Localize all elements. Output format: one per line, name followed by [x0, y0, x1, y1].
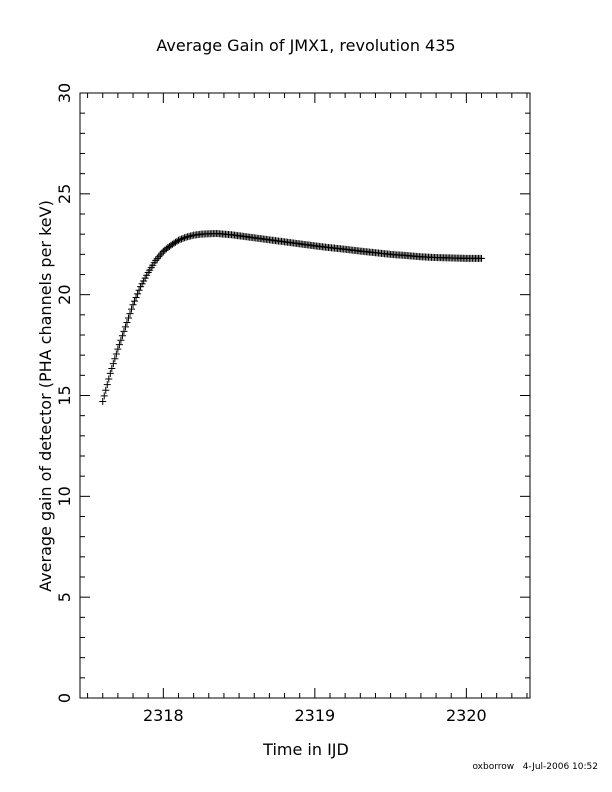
y-tick-label: 0: [55, 693, 74, 703]
y-tick-label: 30: [55, 83, 74, 103]
data-point: [123, 318, 131, 326]
data-point: [103, 381, 111, 389]
data-point: [111, 355, 119, 363]
y-tick-label: 20: [55, 284, 74, 304]
data-point: [108, 364, 116, 372]
data-points: [99, 230, 486, 406]
data-point: [152, 256, 160, 264]
data-point: [117, 336, 125, 344]
data-point: [114, 345, 122, 353]
data-point: [102, 386, 110, 394]
data-point: [178, 235, 186, 243]
data-point: [105, 375, 113, 383]
chart-title: Average Gain of JMX1, revolution 435: [156, 36, 456, 55]
y-tick-label: 10: [55, 486, 74, 506]
data-point: [158, 249, 166, 257]
x-tick-label: 2320: [446, 706, 487, 725]
data-point: [120, 327, 128, 335]
data-point: [121, 323, 129, 331]
data-point: [131, 297, 139, 305]
x-tick-label: 2318: [143, 706, 184, 725]
y-axis-label: Average gain of detector (PHA channels p…: [36, 200, 55, 592]
data-point: [181, 234, 189, 242]
data-point: [174, 236, 182, 244]
data-point: [106, 369, 114, 377]
data-point: [478, 254, 486, 262]
data-point: [128, 305, 136, 313]
plot-frame: [79, 92, 531, 699]
data-point: [173, 237, 181, 245]
y-tick-label: 15: [55, 385, 74, 405]
footer-stamp: oxborrow 4-Jul-2006 10:52: [472, 762, 598, 772]
data-point: [129, 301, 137, 309]
data-point: [135, 286, 143, 294]
data-point: [124, 314, 132, 322]
y-tick-label: 25: [55, 184, 74, 204]
data-point: [100, 392, 108, 400]
data-point: [176, 236, 184, 244]
y-tick-label: 5: [55, 592, 74, 602]
x-axis-label: Time in IJD: [263, 740, 349, 759]
data-point: [112, 350, 120, 358]
data-point: [118, 332, 126, 340]
data-point: [153, 255, 161, 263]
data-point: [126, 310, 134, 318]
axes: 0 5 10 15 20 25 30 2318 2319 2320: [55, 83, 530, 725]
data-point: [155, 253, 163, 261]
x-tick-label: 2319: [294, 706, 335, 725]
data-point: [132, 293, 140, 301]
data-point: [109, 360, 117, 368]
data-point: [115, 341, 123, 349]
data-point: [179, 234, 187, 242]
data-point: [156, 251, 164, 259]
data-point: [99, 398, 107, 406]
data-point: [134, 290, 142, 298]
